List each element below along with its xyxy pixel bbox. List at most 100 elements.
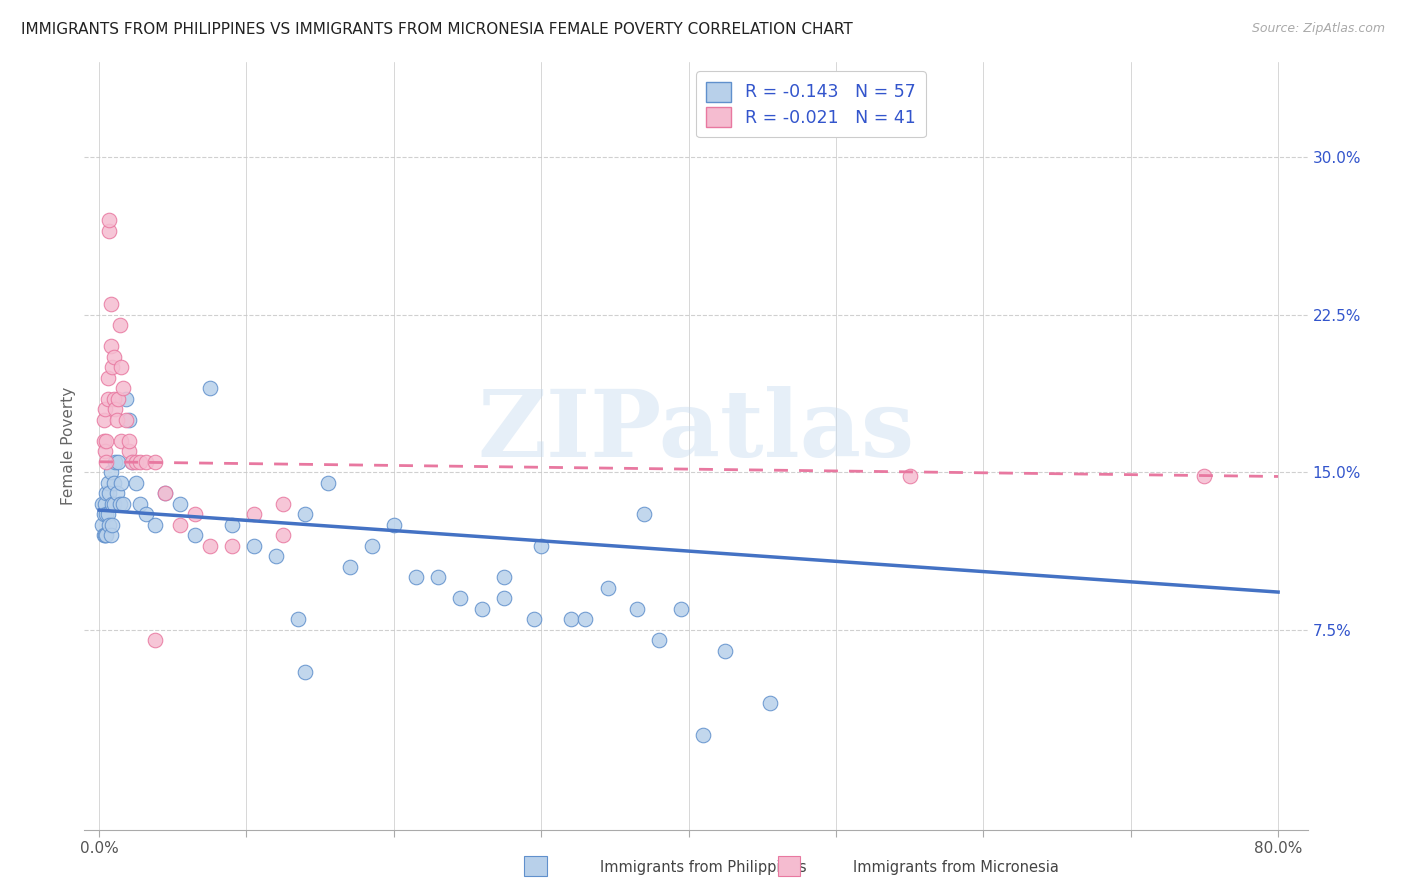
Point — [97, 392, 120, 406]
Point — [143, 455, 166, 469]
Point — [129, 497, 152, 511]
Point — [135, 455, 157, 469]
Point — [898, 469, 921, 483]
Point — [494, 570, 516, 584]
Point — [360, 539, 382, 553]
Point — [117, 413, 139, 427]
Point — [184, 508, 207, 522]
Point — [94, 444, 117, 458]
Point — [117, 444, 139, 458]
Point — [626, 602, 648, 616]
Point — [596, 581, 619, 595]
Point — [93, 434, 115, 448]
Text: Source: ZipAtlas.com: Source: ZipAtlas.com — [1251, 22, 1385, 36]
Point — [110, 475, 132, 490]
Point — [758, 697, 780, 711]
Point — [110, 434, 132, 448]
Point — [104, 455, 127, 469]
Point — [103, 350, 125, 364]
Point — [264, 549, 287, 564]
Point — [108, 497, 131, 511]
Point — [294, 665, 316, 679]
Point — [110, 360, 132, 375]
Point — [93, 508, 115, 522]
Point — [339, 559, 361, 574]
Point — [100, 465, 122, 479]
Point — [108, 318, 131, 333]
Point — [103, 392, 125, 406]
Point — [107, 455, 129, 469]
Point — [107, 392, 129, 406]
Point — [96, 486, 118, 500]
Point — [243, 539, 266, 553]
Point — [427, 570, 450, 584]
Point — [273, 528, 295, 542]
Point — [103, 475, 125, 490]
Point — [471, 602, 494, 616]
Point — [143, 633, 166, 648]
Point — [121, 455, 143, 469]
Point — [97, 508, 120, 522]
Point — [671, 602, 693, 616]
Point — [100, 297, 122, 311]
Point — [93, 528, 115, 542]
Point — [111, 497, 134, 511]
Point — [111, 381, 134, 395]
Point — [94, 528, 117, 542]
Point — [574, 612, 596, 626]
Point — [94, 402, 117, 417]
Point — [104, 402, 127, 417]
Point — [97, 475, 120, 490]
Point — [143, 517, 166, 532]
Point — [633, 508, 655, 522]
Point — [117, 434, 139, 448]
Point — [100, 339, 122, 353]
Text: Immigrants from Philippines: Immigrants from Philippines — [600, 860, 806, 874]
Point — [1194, 469, 1216, 483]
Point — [530, 539, 553, 553]
Point — [405, 570, 427, 584]
Point — [169, 497, 191, 511]
Point — [96, 434, 118, 448]
Point — [98, 213, 121, 227]
Point — [101, 517, 124, 532]
Y-axis label: Female Poverty: Female Poverty — [60, 387, 76, 505]
Point — [100, 528, 122, 542]
Point — [101, 497, 124, 511]
Text: ZIPatlas: ZIPatlas — [478, 385, 914, 475]
Point — [129, 455, 152, 469]
Point — [294, 508, 316, 522]
Legend: R = -0.143   N = 57, R = -0.021   N = 41: R = -0.143 N = 57, R = -0.021 N = 41 — [696, 71, 925, 137]
Text: IMMIGRANTS FROM PHILIPPINES VS IMMIGRANTS FROM MICRONESIA FEMALE POVERTY CORRELA: IMMIGRANTS FROM PHILIPPINES VS IMMIGRANT… — [21, 22, 853, 37]
Point — [560, 612, 582, 626]
Point — [91, 497, 114, 511]
Point — [96, 528, 118, 542]
Point — [114, 392, 136, 406]
Point — [121, 455, 143, 469]
Point — [114, 413, 136, 427]
Point — [316, 475, 339, 490]
Point — [287, 612, 309, 626]
Point — [93, 413, 115, 427]
Point — [101, 360, 124, 375]
Point — [382, 517, 405, 532]
Point — [96, 508, 118, 522]
Point — [103, 497, 125, 511]
Point — [169, 517, 191, 532]
Point — [714, 644, 737, 658]
Point — [155, 486, 177, 500]
Text: Immigrants from Micronesia: Immigrants from Micronesia — [853, 860, 1059, 874]
Point — [98, 486, 121, 500]
Point — [494, 591, 516, 606]
Point — [198, 381, 221, 395]
Point — [184, 528, 207, 542]
Point — [221, 539, 243, 553]
Point — [155, 486, 177, 500]
Point — [98, 517, 121, 532]
Point — [135, 508, 157, 522]
Point — [692, 728, 714, 742]
Point — [97, 370, 120, 384]
Point — [243, 508, 266, 522]
Point — [648, 633, 671, 648]
Point — [221, 517, 243, 532]
